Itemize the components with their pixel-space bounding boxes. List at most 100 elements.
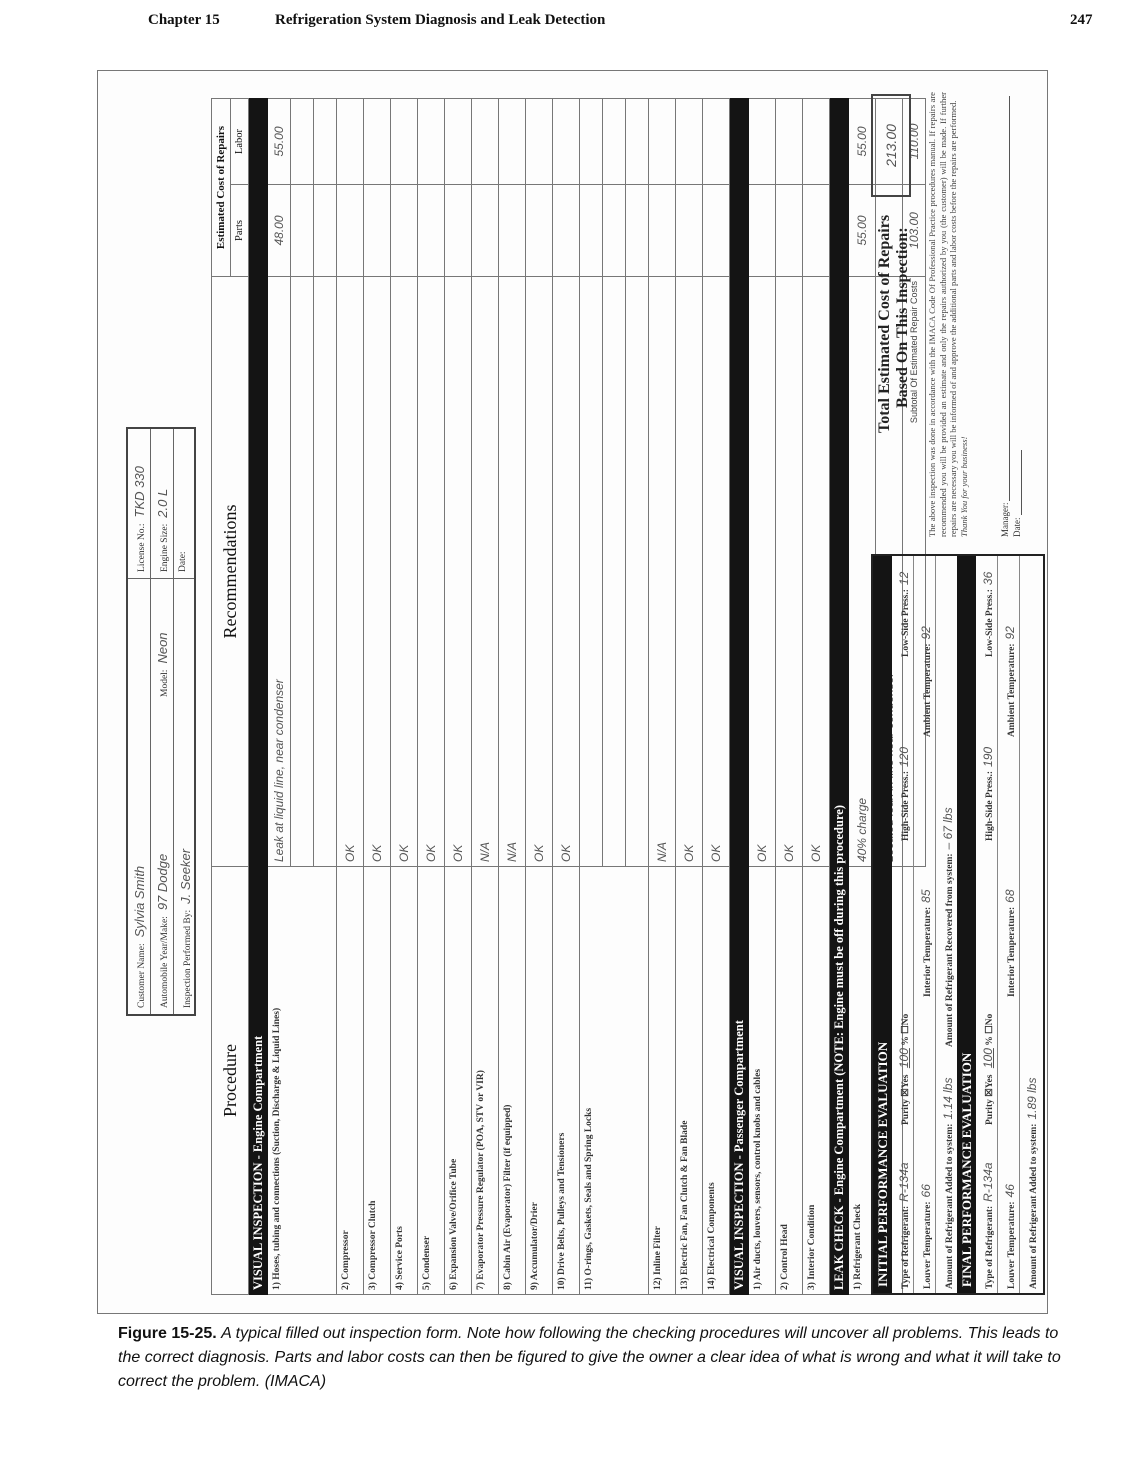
parts-cost-cell[interactable] (471, 184, 499, 277)
procedure-cell: 5) Condenser (417, 866, 445, 1295)
table-row: 2) Control Head OK (775, 98, 803, 1295)
total-cost-subtitle: Based On This Inspection: (894, 227, 911, 408)
final-refrigerant: R-134a (981, 1162, 995, 1202)
parts-cost-cell[interactable] (552, 184, 580, 277)
parts-cost-cell[interactable] (648, 184, 676, 277)
labor-cost-cell[interactable] (702, 98, 730, 185)
recommendation-cell[interactable]: OK (417, 276, 445, 867)
labor-cost-cell[interactable] (313, 98, 337, 185)
inspection-form: Customer Name:Sylvia Smith License No.:T… (97, 70, 1048, 1314)
parts-header: Parts (230, 184, 249, 277)
recommendation-cell[interactable]: OK (748, 276, 776, 867)
labor-cost-cell[interactable] (648, 98, 676, 185)
procedure-cell: 8) Cabin Air (Evaporator) Filter (if equ… (498, 866, 526, 1295)
parts-cost-cell[interactable] (313, 184, 337, 277)
section-title: VISUAL INSPECTION - Passenger Compartmen… (729, 98, 749, 1295)
initial-low-side: 12 (897, 571, 911, 586)
table-row: 10) Drive Belts, Pulleys and Tensioners O… (552, 98, 580, 1295)
parts-cost-cell[interactable] (625, 184, 649, 277)
manager-signature-line[interactable] (1000, 96, 1010, 501)
recommendation-cell[interactable]: OK (552, 276, 580, 867)
labor-cost-cell[interactable] (552, 98, 580, 185)
table-row: 3) Interior Condition OK (802, 98, 830, 1295)
parts-cost-cell[interactable] (775, 184, 803, 277)
recommendation-cell[interactable]: OK (802, 276, 830, 867)
initial-ambient: 92 (919, 626, 933, 640)
recommendation-cell[interactable]: OK (336, 276, 364, 867)
table-row: 12) Inline Filter N/A (648, 98, 676, 1295)
recommendation-cell[interactable] (313, 276, 337, 867)
labor-cost-cell[interactable] (525, 98, 553, 185)
labor-cost-cell[interactable] (748, 98, 776, 185)
license-field: License No.:TKD 330 (132, 466, 147, 572)
initial-refrigerant: R-134a (897, 1162, 911, 1202)
labor-cost-cell[interactable] (444, 98, 472, 185)
parts-cost-cell[interactable]: 55.00 (848, 184, 876, 277)
recommendation-cell[interactable]: OK (702, 276, 730, 867)
labor-cost-cell[interactable] (498, 98, 526, 185)
parts-cost-cell[interactable] (417, 184, 445, 277)
recommendation-cell[interactable]: OK (775, 276, 803, 867)
recommendation-cell[interactable]: OK (390, 276, 418, 867)
figure-caption-text: A typical filled out inspection form. No… (118, 1325, 1061, 1390)
date-field: Date: (178, 551, 188, 572)
labor-cost-cell[interactable] (675, 98, 703, 185)
parts-cost-cell[interactable] (444, 184, 472, 277)
recommendation-cell[interactable]: N/A (498, 276, 526, 867)
table-row: 1) Hoses, tubing and connections (Suctio… (267, 98, 337, 1295)
recommendation-cell[interactable] (290, 276, 314, 867)
procedure-cell: 3) Interior Condition (802, 866, 830, 1295)
section-title: VISUAL INSPECTION - Engine Compartment (248, 98, 268, 1295)
recommendation-cell[interactable] (579, 276, 603, 867)
parts-cost-cell[interactable]: 48.00 (267, 184, 291, 277)
labor-cost-cell[interactable] (390, 98, 418, 185)
recommendation-cell[interactable]: OK (444, 276, 472, 867)
parts-cost-cell[interactable] (802, 184, 830, 277)
parts-cost-cell[interactable] (602, 184, 626, 277)
recommendation-cell[interactable]: OK (675, 276, 703, 867)
recommendation-cell[interactable]: N/A (471, 276, 499, 867)
initial-recovered: – 67 lbs (941, 807, 955, 850)
labor-cost-cell[interactable] (471, 98, 499, 185)
labor-cost-cell[interactable] (802, 98, 830, 185)
labor-cost-cell[interactable] (579, 98, 603, 185)
parts-cost-cell[interactable] (675, 184, 703, 277)
initial-louver: 66 (919, 1184, 933, 1198)
recommendation-cell[interactable]: N/A (648, 276, 676, 867)
parts-cost-cell[interactable] (498, 184, 526, 277)
recommendation-cell[interactable] (602, 276, 626, 867)
labor-cost-cell[interactable] (625, 98, 649, 185)
parts-cost-cell[interactable] (525, 184, 553, 277)
procedure-cell: 10) Drive Belts, Pulleys and Tensioners (552, 866, 580, 1295)
parts-cost-cell[interactable] (363, 184, 391, 277)
recommendation-cell[interactable]: OK (363, 276, 391, 867)
table-row: 9) Accumulator/Drier OK (525, 98, 553, 1295)
parts-cost-cell[interactable] (579, 184, 603, 277)
parts-cost-cell[interactable] (702, 184, 730, 277)
recommendation-cell[interactable] (625, 276, 649, 867)
procedure-cell: 7) Evaporator Pressure Regulator (POA, S… (471, 866, 499, 1295)
recommendation-cell[interactable]: Leak at liquid line, near condenser (267, 276, 291, 867)
labor-cost-cell[interactable] (417, 98, 445, 185)
procedure-cell: 1) Air ducts, louvers, sensors, control … (748, 866, 776, 1295)
labor-cost-cell[interactable] (775, 98, 803, 185)
page-number: 247 (1070, 12, 1093, 28)
thank-you-note: Thank You for your business! (958, 436, 969, 537)
parts-cost-cell[interactable] (290, 184, 314, 277)
recommendation-cell[interactable]: OK (525, 276, 553, 867)
parts-cost-cell[interactable] (748, 184, 776, 277)
procedure-cell: 2) Compressor (336, 866, 364, 1295)
parts-cost-cell[interactable] (336, 184, 364, 277)
date-signature-line[interactable] (1012, 450, 1022, 515)
final-low-side: 36 (981, 571, 995, 586)
labor-cost-cell[interactable]: 55.00 (267, 98, 291, 185)
labor-cost-cell[interactable] (602, 98, 626, 185)
labor-cost-cell[interactable] (290, 98, 314, 185)
labor-cost-cell[interactable] (336, 98, 364, 185)
final-ambient: 92 (1003, 626, 1017, 640)
labor-cost-cell[interactable] (363, 98, 391, 185)
table-row: 11) O-rings, Gaskets, Seals and Spring L… (579, 98, 649, 1295)
procedure-cell: 12) Inline Filter (648, 866, 676, 1295)
parts-cost-cell[interactable] (390, 184, 418, 277)
procedure-cell: 13) Electric Fan, Fan Clutch & Fan Blade (675, 866, 703, 1295)
